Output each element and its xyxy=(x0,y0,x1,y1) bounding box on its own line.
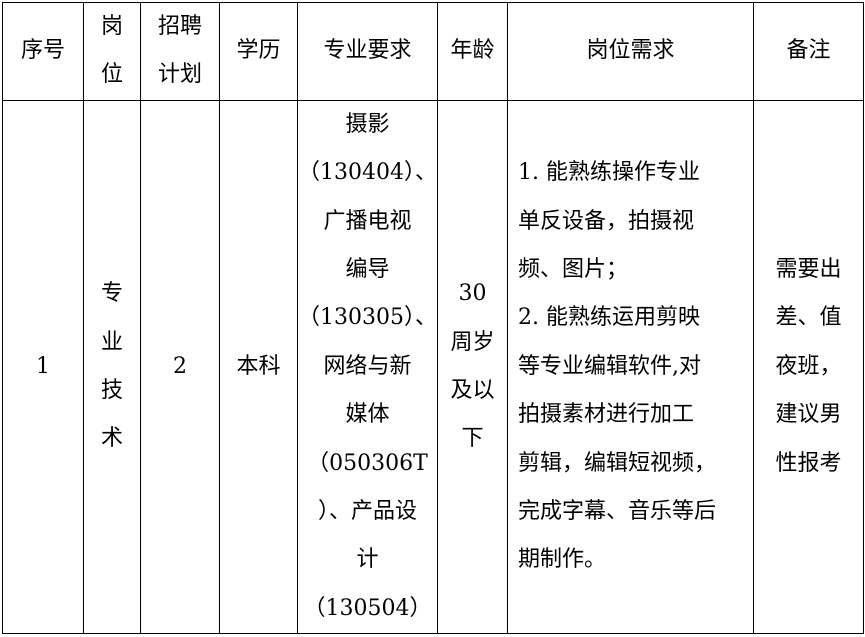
cell-line: 及以 xyxy=(450,378,495,404)
cell-line: 广播电视 xyxy=(323,208,412,234)
cell-line: （050306T xyxy=(307,450,428,476)
cell-line: 招聘 xyxy=(157,14,202,39)
cell-line: 拍摄素材进行加工 xyxy=(518,402,695,428)
cell-line: 期制作。 xyxy=(518,547,607,573)
cell-line: 30 xyxy=(458,281,487,307)
cell-plan: 2 xyxy=(140,99,220,635)
header-post: 岗位 xyxy=(83,2,141,101)
cell-line: 网络与新 xyxy=(323,353,412,379)
cell-line: 性报考 xyxy=(775,450,842,476)
cell-seq: 1 xyxy=(2,99,84,635)
cell-notes: 需要出差、值夜班， 建议男性报考 xyxy=(753,99,864,635)
cell-line: （130504） xyxy=(303,595,432,621)
header-education: 学历 xyxy=(219,2,298,101)
cell-line: 媒体 xyxy=(345,402,390,428)
cell-line: 序号 xyxy=(20,38,65,64)
cell-line: 1. 能熟练操作专业 xyxy=(518,160,700,186)
cell-line: 备注 xyxy=(786,38,831,64)
cell-line: 周岁 xyxy=(450,329,495,355)
cell-line: 频、图片； xyxy=(518,257,629,283)
header-age: 年龄 xyxy=(437,2,508,101)
cell-line: 等专业编辑软件,对 xyxy=(518,353,701,379)
cell-line: 年龄 xyxy=(450,38,495,64)
cell-line: 术 xyxy=(100,426,123,452)
table-row: 1 专业技术 2 本科 摄影 （130404）、 广播电视编导 （130305）、 网络… xyxy=(2,99,864,635)
cell-line: 计划 xyxy=(157,62,202,88)
cell-line: 技 xyxy=(100,378,123,404)
cell-line: （130404）、 xyxy=(298,160,437,186)
cell-line: 岗 xyxy=(100,14,123,39)
cell-line: 位 xyxy=(100,62,123,88)
cell-line: 1 xyxy=(36,353,50,379)
cell-line: 计 xyxy=(356,547,379,573)
cell-line: 需要出 xyxy=(775,257,842,283)
header-requirements: 岗位需求 xyxy=(507,2,754,101)
cell-line: 摄影 xyxy=(345,111,390,137)
header-seq: 序号 xyxy=(2,2,84,101)
cell-line: 本科 xyxy=(236,353,281,379)
cell-post: 专业技术 xyxy=(83,99,141,635)
cell-line: 差、值 xyxy=(775,305,842,331)
header-plan: 招聘 计划 xyxy=(140,2,220,101)
cell-age: 30 周岁及以下 xyxy=(437,99,508,635)
cell-line: 专 xyxy=(100,281,123,307)
cell-line: 建议男 xyxy=(775,402,842,428)
cell-line: 单反设备，拍摄视 xyxy=(518,208,695,234)
cell-line: 夜班， xyxy=(775,353,842,379)
cell-line: 2 xyxy=(173,353,187,379)
cell-line: 编导 xyxy=(345,257,390,283)
cell-line: 专业要求 xyxy=(323,38,412,64)
cell-line: ）、产品设 xyxy=(317,499,417,525)
header-major: 专业要求 xyxy=(297,2,438,101)
cell-line: 2. 能熟练运用剪映 xyxy=(518,305,700,331)
cell-requirements: 1. 能熟练操作专业 单反设备，拍摄视 频、图片； 2. 能熟练运用剪映 等专业编辑软件… xyxy=(507,99,754,635)
header-row: 序号 岗位 招聘计划 学历 专业要求 年龄 岗位需求 备注 xyxy=(2,2,864,101)
cell-line: 业 xyxy=(100,329,123,355)
cell-line: 岗位需求 xyxy=(586,38,675,64)
cell-line: 剪辑，编辑短视频， xyxy=(518,450,717,476)
header-notes: 备注 xyxy=(753,2,864,101)
cell-education: 本科 xyxy=(219,99,298,635)
cell-line: 学历 xyxy=(236,38,281,64)
cell-line: 完成字幕、音乐等后 xyxy=(518,499,717,525)
cell-major: 摄影 （130404）、 广播电视编导 （130305）、 网络与新媒体 （050306T… xyxy=(297,99,438,635)
cell-line: 下 xyxy=(461,426,484,452)
cell-line: （130305）、 xyxy=(298,305,437,331)
